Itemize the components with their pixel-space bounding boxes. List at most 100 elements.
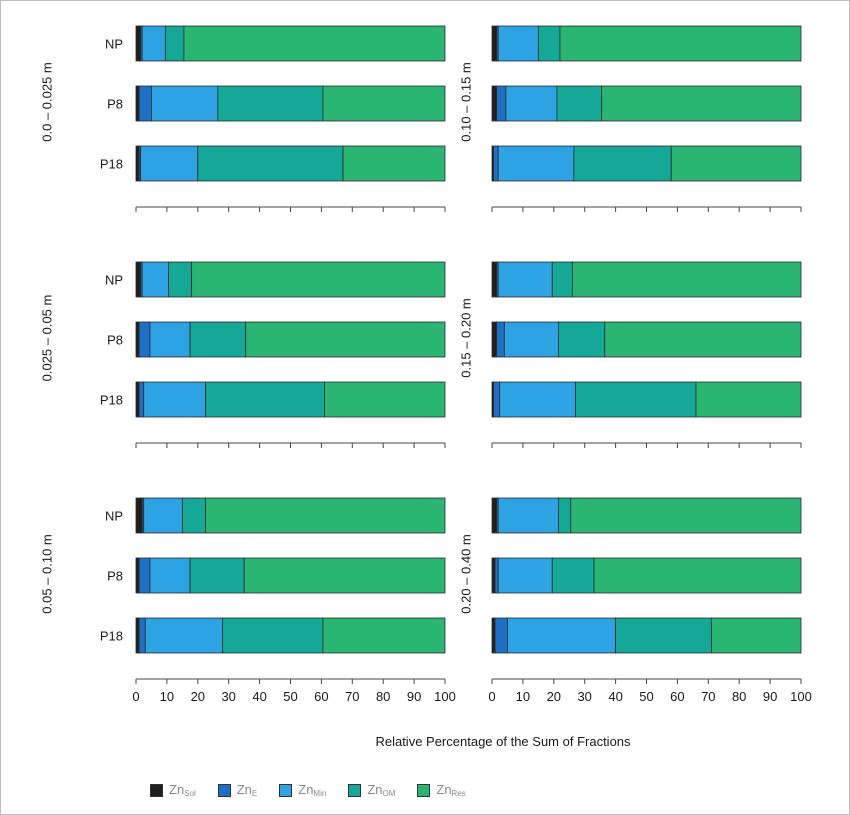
x-tick-label: 30 [577,689,591,704]
bar-segment [189,557,245,594]
bar-segment [670,145,802,182]
bar-segment [499,381,576,418]
x-tick-label: 0 [132,689,139,704]
bar-segment [138,557,151,594]
bar-segment [558,497,572,534]
x-tick-label: 10 [516,689,530,704]
bar-segment [324,381,446,418]
bar-segment [197,145,344,182]
category-label: P18 [100,629,123,644]
legend-item: ZnRes [417,782,466,798]
x-tick-label: 90 [407,689,421,704]
bar-segment [505,85,558,122]
bar-segment [135,145,140,182]
bar-segment [342,145,446,182]
depth-label: 0.10 – 0.15 m [458,62,473,142]
category-label: P18 [100,157,123,172]
panel-5: 0.05 – 0.10 m NP P8 P18 0 10 20 30 40 50 60 70 80 90 1… [39,497,456,704]
category-label: P18 [100,393,123,408]
x-tick-label: 100 [434,689,456,704]
x-tick-label: 70 [345,689,359,704]
depth-label: 0.20 – 0.40 m [458,534,473,614]
x-tick-label: 70 [701,689,715,704]
bar-segment [205,497,446,534]
bar-segment [497,261,553,298]
bar-segment [135,497,143,534]
bar-segment [243,557,446,594]
bar-segment [494,617,508,654]
category-label: P8 [107,333,123,348]
bar-segment [497,497,559,534]
category-label: NP [105,37,123,52]
legend-item: ZnOM [348,782,395,798]
x-tick-label: 60 [314,689,328,704]
bar-segment [164,25,185,62]
bar-segment [217,85,324,122]
bar-segment [135,261,142,298]
bar-segment [493,381,501,418]
bar-segment [497,145,575,182]
depth-label: 0.05 – 0.10 m [39,534,54,614]
bar-segment [149,557,191,594]
x-tick-label: 90 [763,689,777,704]
category-label: NP [105,509,123,524]
bar-segment [695,381,802,418]
bar-segment [151,85,219,122]
bar-segment [497,557,553,594]
panel-3: 0.025 – 0.05 m NP P8 P18 [39,261,446,448]
x-tick-label: 10 [160,689,174,704]
bar-segment [573,145,672,182]
bar-segment [135,557,140,594]
bar-segment [570,497,802,534]
legend-label: ZnE [236,782,258,798]
category-label: NP [105,273,123,288]
category-label: P8 [107,569,123,584]
bar-segment [322,617,446,654]
bar-segment [183,25,446,62]
x-tick-label: 40 [252,689,266,704]
x-tick-label: 100 [790,689,812,704]
bar-segment [537,25,561,62]
bar-segment [144,617,223,654]
bar-segment [141,25,166,62]
bar-segment [168,261,193,298]
bar-segment [138,381,145,418]
bar-segment [710,617,802,654]
bar-segment [575,381,697,418]
bar-segment [551,261,573,298]
bar-segment [496,321,505,358]
legend-label: ZnOM [367,782,396,798]
legend-label: ZnMin [298,782,327,798]
bar-segment [491,85,498,122]
x-tick-label: 50 [639,689,653,704]
category-label: P8 [107,97,123,112]
x-axis-title: Relative Percentage of the Sum of Fracti… [375,734,631,749]
bar-segment [135,25,142,62]
bar-segment [491,497,498,534]
legend-item: ZnMin [279,782,326,798]
legend-label: ZnRes [436,782,466,798]
bar-segment [143,497,183,534]
legend-swatch [417,783,431,797]
legend-swatch [217,783,231,797]
bar-segment [135,321,140,358]
panel-6: 0.20 – 0.40 m 0 10 20 30 40 50 60 70 80 90 100 [458,497,812,704]
bar-segment [615,617,712,654]
bar-segment [245,321,446,358]
bar-segment [558,321,606,358]
bar-segment [593,557,802,594]
legend-swatch [150,783,163,797]
x-tick-label: 80 [732,689,746,704]
bar-segment [571,261,802,298]
bar-segment [491,321,498,358]
depth-label: 0.15 – 0.20 m [458,298,473,378]
legend-label: ZnSol [169,782,196,798]
bar-segment [507,617,617,654]
x-tick-label: 80 [376,689,390,704]
bar-segment [141,261,169,298]
bar-segment [491,617,496,654]
bar-segment [496,85,507,122]
bar-segment [491,25,498,62]
panel-4: 0.15 – 0.20 m [458,261,802,448]
